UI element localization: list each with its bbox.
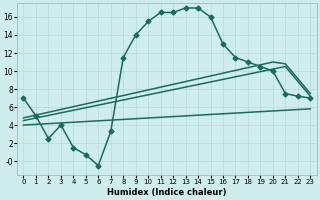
X-axis label: Humidex (Indice chaleur): Humidex (Indice chaleur)	[107, 188, 227, 197]
